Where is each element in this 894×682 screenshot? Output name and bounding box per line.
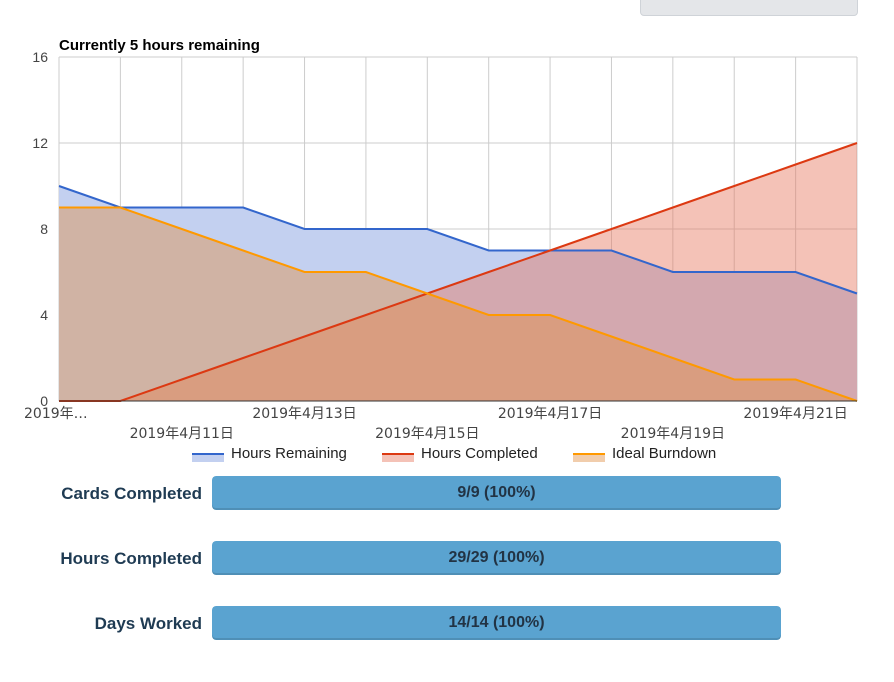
progress-value: 14/14 (100%): [448, 614, 545, 631]
stat-row-cards: Cards Completed 9/9 (100%): [0, 476, 894, 510]
series-area-0: [59, 186, 857, 401]
x-tick-label: 2019年4月11日: [130, 426, 234, 442]
x-tick-label: 2019年…: [24, 406, 88, 422]
series-line-2: [59, 206, 858, 402]
top-action-button[interactable]: [640, 0, 858, 16]
legend-swatch-area: [573, 454, 605, 462]
legend-swatch-area: [192, 454, 224, 462]
y-tick-label: 16: [32, 49, 48, 65]
y-tick-label: 12: [32, 135, 48, 151]
burndown-chart: 0 4 8 12 16 Currently 5 hours remaining 2019年……: [24, 37, 858, 462]
x-tick-label: 2019年4月19日: [621, 426, 725, 442]
progress-value: 29/29 (100%): [448, 549, 545, 566]
x-tick-label: 2019年4月13日: [252, 406, 356, 422]
progress-fill: [212, 541, 781, 575]
series-line-1: [59, 142, 858, 402]
stat-row-hours: Hours Completed 29/29 (100%): [0, 541, 894, 575]
progress-fill: [212, 606, 781, 640]
legend-label: Hours Remaining: [231, 445, 347, 462]
series-area-1: [59, 143, 857, 401]
progress-value: 9/9 (100%): [457, 484, 536, 501]
y-tick-label: 8: [40, 221, 48, 237]
y-tick-label: 4: [40, 307, 48, 323]
y-tick-label: 0: [40, 393, 48, 409]
legend-swatch-area: [382, 454, 414, 462]
progress-fill: [212, 476, 781, 510]
series-line-0: [58, 185, 858, 295]
progress-bar: 29/29 (100%): [212, 541, 781, 575]
x-tick-label: 2019年4月15日: [375, 426, 479, 442]
stat-label: Cards Completed: [61, 484, 202, 503]
stat-label: Hours Completed: [60, 549, 202, 568]
stat-row-days: Days Worked 14/14 (100%): [0, 606, 894, 640]
chart-title: Currently 5 hours remaining: [59, 37, 260, 54]
legend-label: Ideal Burndown: [612, 445, 716, 462]
progress-bar: 14/14 (100%): [212, 606, 781, 640]
progress-bar: 9/9 (100%): [212, 476, 781, 510]
x-tick-label: 2019年4月21日: [743, 406, 847, 422]
x-tick-label: 2019年4月17日: [498, 406, 602, 422]
legend-label: Hours Completed: [421, 445, 538, 462]
stat-label: Days Worked: [94, 614, 202, 633]
